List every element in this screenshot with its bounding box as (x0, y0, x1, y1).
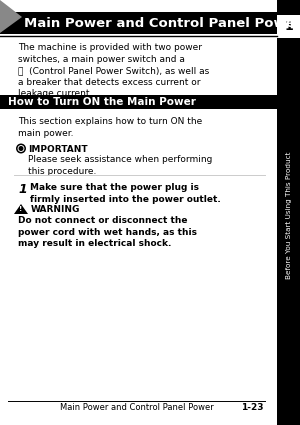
Text: power cord with wet hands, as this: power cord with wet hands, as this (18, 227, 197, 236)
Text: This section explains how to turn ON the: This section explains how to turn ON the (18, 117, 202, 126)
Text: firmly inserted into the power outlet.: firmly inserted into the power outlet. (30, 195, 221, 204)
Text: Please seek assistance when performing: Please seek assistance when performing (28, 155, 212, 164)
Polygon shape (14, 204, 28, 214)
Text: The machine is provided with two power: The machine is provided with two power (18, 43, 202, 52)
Text: Main Power and Control Panel Power: Main Power and Control Panel Power (24, 17, 300, 29)
Text: main power.: main power. (18, 128, 74, 138)
Text: 1: 1 (18, 183, 27, 196)
Text: a breaker that detects excess current or: a breaker that detects excess current or (18, 77, 200, 87)
Text: leakage current.: leakage current. (18, 89, 92, 98)
Text: How to Turn ON the Main Power: How to Turn ON the Main Power (8, 97, 196, 107)
Bar (0, 95, 277, 109)
Polygon shape (0, 0, 22, 33)
Bar (277, 15, 300, 38)
Circle shape (19, 147, 23, 150)
Text: Make sure that the power plug is: Make sure that the power plug is (30, 183, 199, 192)
Text: 1: 1 (284, 20, 293, 33)
Text: may result in electrical shock.: may result in electrical shock. (18, 239, 171, 248)
Text: WARNING: WARNING (31, 205, 80, 214)
Bar (0, 12, 277, 34)
Text: Do not connect or disconnect the: Do not connect or disconnect the (18, 216, 187, 225)
Text: Main Power and Control Panel Power: Main Power and Control Panel Power (60, 403, 214, 413)
Text: !: ! (20, 206, 22, 212)
Text: this procedure.: this procedure. (28, 167, 96, 176)
Text: IMPORTANT: IMPORTANT (28, 145, 88, 154)
Bar (277, 0, 300, 425)
Text: Before You Start Using This Product: Before You Start Using This Product (286, 151, 292, 279)
Text: switches, a main power switch and a: switches, a main power switch and a (18, 54, 185, 63)
Text: ⓨ  (Control Panel Power Switch), as well as: ⓨ (Control Panel Power Switch), as well … (18, 66, 209, 75)
Text: 1-23: 1-23 (242, 403, 264, 413)
